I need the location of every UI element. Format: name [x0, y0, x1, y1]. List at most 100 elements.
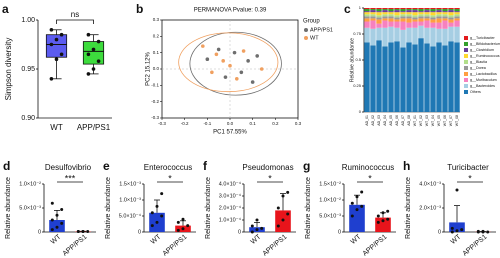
data-point [350, 201, 354, 205]
legend-marker [304, 36, 308, 40]
legend-label: Others [470, 90, 481, 94]
data-point [54, 57, 59, 61]
y-tick-label: 0 [359, 109, 362, 114]
data-point [214, 52, 219, 57]
y-tick-label: 0.95 [21, 66, 35, 73]
bar-segment [406, 9, 412, 11]
box [82, 41, 105, 65]
bar-segment [388, 26, 394, 43]
bar-segment [448, 19, 454, 23]
x-tick-label: WT [50, 123, 63, 132]
y-axis-label: PC2 15.12% [146, 51, 152, 85]
bar-segment [376, 11, 382, 13]
bar-segment [376, 23, 382, 28]
y-axis-label: Relative abundance [349, 38, 355, 82]
panel-letter: g [303, 159, 310, 173]
bar-segment [388, 42, 394, 112]
data-point [50, 201, 54, 205]
bar-segment [418, 14, 424, 17]
data-point [181, 217, 185, 221]
bar-segment [454, 14, 460, 17]
y-tick-label: -0.1 [151, 83, 159, 88]
data-point [155, 204, 159, 208]
legend-label: g__Blautia [470, 60, 487, 64]
y-tick-label: 4.0×10⁻⁴ [219, 180, 242, 187]
bar-segment [400, 29, 406, 48]
significance-label: * [468, 173, 472, 183]
data-point [91, 47, 96, 52]
panel-letter: a [2, 2, 9, 16]
y-tick-label: 0.90 [21, 115, 35, 122]
bar-segment [412, 21, 418, 28]
x-tick-label: WT_04 [431, 115, 435, 126]
legend-swatch [464, 48, 468, 52]
bar-segment [382, 9, 388, 11]
bar-segment [388, 9, 394, 12]
bar-segment [400, 14, 406, 17]
y-tick-label: 1.5×10⁻³ [119, 181, 141, 187]
y-tick-label: 0 [338, 229, 341, 235]
bar-segment [418, 18, 424, 22]
bar-segment [412, 27, 418, 45]
data-point [450, 230, 454, 234]
bar-segment [430, 12, 436, 16]
bar-segment [388, 12, 394, 15]
panel-letter: b [136, 2, 143, 16]
data-point [86, 52, 91, 57]
x-tick-label: WT [350, 233, 363, 246]
y-tick-label: 2.0×10⁻⁴ [219, 204, 242, 211]
bar-segment [430, 11, 436, 13]
bar-segment [418, 21, 424, 26]
y-tick-label: 0.5 [355, 57, 361, 62]
bar-segment [406, 8, 412, 10]
data-point [176, 228, 180, 232]
bar-segment [406, 16, 412, 19]
data-point [232, 50, 237, 55]
bar-segment [454, 8, 460, 10]
legend-swatch [464, 72, 468, 76]
bar-segment [448, 8, 454, 10]
bar-segment [382, 10, 388, 13]
x-tick-label: -0.3 [158, 121, 166, 126]
bar-segment [364, 12, 370, 15]
bar-segment [424, 27, 430, 44]
panel-letter: d [3, 159, 10, 173]
bar-segment [436, 42, 442, 112]
y-tick-label: 1.0×10⁻² [319, 197, 341, 203]
bar-segment [442, 9, 448, 12]
x-tick-label: WT_06 [443, 115, 447, 126]
bar-segment [406, 18, 412, 23]
bar-segment [370, 16, 376, 19]
x-tick-label: APP/PS1 [462, 234, 489, 258]
bar-segment [376, 27, 382, 41]
data-point [386, 217, 390, 221]
bar-segment [412, 9, 418, 11]
confidence-ellipse [178, 32, 279, 93]
chart-title: Turicibacter [447, 163, 489, 172]
y-axis-label: Relative abundance [205, 177, 212, 239]
significance-label: * [168, 173, 172, 183]
bar-segment [400, 9, 406, 12]
x-tick-label: WT_05 [437, 115, 441, 126]
y-tick-label: 1.0×10⁻⁴ [219, 216, 242, 223]
data-point [460, 228, 464, 232]
data-point [476, 229, 480, 233]
x-tick-label: WT_02 [419, 115, 423, 126]
bar-segment [370, 12, 376, 15]
bar-segment [454, 42, 460, 112]
significance-label: ns [71, 10, 79, 19]
bar-segment [394, 19, 400, 22]
y-tick-label: 0.2 [153, 34, 160, 39]
y-tick-label: 5.0×10⁻⁴ [119, 212, 142, 219]
y-tick-label: -0.3 [151, 115, 159, 120]
bar-segment [436, 16, 442, 19]
bar-segment [364, 27, 370, 43]
bar-segment [454, 16, 460, 19]
bar-segment [442, 12, 448, 15]
bar-segment [436, 10, 442, 13]
legend-swatch [464, 84, 468, 88]
data-point [60, 221, 64, 225]
bar-segment [406, 42, 412, 112]
bar-segment [454, 26, 460, 43]
bar-segment [370, 20, 376, 29]
